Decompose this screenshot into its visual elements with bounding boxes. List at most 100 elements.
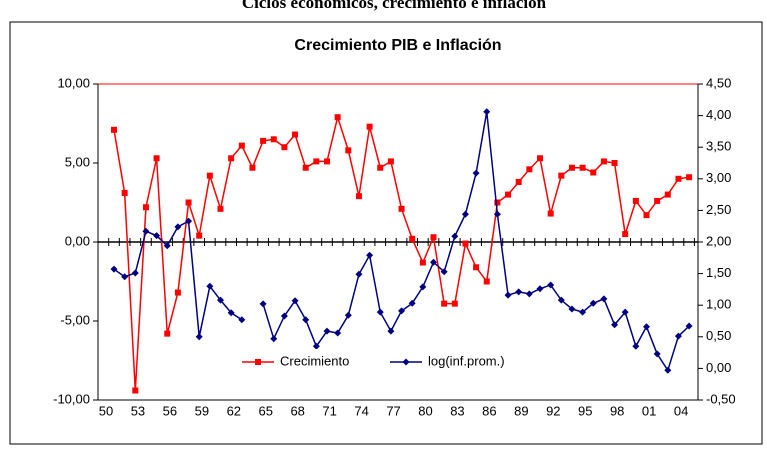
point xyxy=(185,217,193,225)
point xyxy=(590,169,597,176)
point xyxy=(664,191,671,198)
point xyxy=(259,300,267,308)
y2-tick-label: 2,00 xyxy=(706,233,731,248)
point xyxy=(260,137,267,144)
point xyxy=(366,123,373,130)
point xyxy=(281,144,288,151)
point xyxy=(568,305,576,313)
point xyxy=(643,212,650,219)
y-tick-label: 10,00 xyxy=(57,75,90,90)
point xyxy=(557,296,565,304)
point xyxy=(547,281,555,289)
point xyxy=(174,223,182,231)
point xyxy=(600,295,608,303)
x-tick-label: 59 xyxy=(195,403,209,418)
point xyxy=(515,178,522,185)
point xyxy=(387,327,395,335)
point xyxy=(611,160,618,166)
point xyxy=(632,342,640,350)
point xyxy=(398,307,406,315)
point xyxy=(291,297,299,305)
point xyxy=(121,273,129,281)
point xyxy=(323,327,331,335)
point xyxy=(344,311,352,319)
x-tick-label: 56 xyxy=(163,403,177,418)
point xyxy=(536,285,544,293)
point xyxy=(621,308,629,316)
x-tick-label: 50 xyxy=(99,403,113,418)
y-tick-label: 0,00 xyxy=(65,233,90,248)
point xyxy=(324,158,330,165)
point xyxy=(249,164,256,171)
point xyxy=(312,342,320,350)
point xyxy=(142,204,149,211)
point xyxy=(185,199,192,206)
point xyxy=(675,175,682,182)
point xyxy=(547,210,554,217)
point xyxy=(526,166,533,173)
x-tick-label: 01 xyxy=(642,403,656,418)
point xyxy=(419,259,426,266)
x-tick-label: 92 xyxy=(546,403,560,418)
y2-tick-label: 2,50 xyxy=(706,202,731,217)
point xyxy=(685,322,693,330)
point xyxy=(163,242,171,250)
point xyxy=(643,323,650,331)
point xyxy=(355,270,363,278)
x-tick-label: 65 xyxy=(259,403,273,418)
point xyxy=(461,210,469,218)
point xyxy=(153,155,160,162)
point xyxy=(622,231,629,238)
point xyxy=(121,190,128,197)
point xyxy=(430,258,437,266)
point xyxy=(579,164,586,171)
point xyxy=(255,359,261,365)
point xyxy=(409,235,416,242)
x-tick-label: 77 xyxy=(386,403,400,418)
point xyxy=(345,147,352,154)
point xyxy=(493,210,501,218)
point xyxy=(419,283,427,291)
y2-tick-label: 1,50 xyxy=(706,265,731,280)
point xyxy=(515,288,523,296)
x-tick-label: 83 xyxy=(450,403,464,418)
point xyxy=(280,312,288,320)
point xyxy=(206,282,214,290)
x-tick-label: 62 xyxy=(227,403,241,418)
point xyxy=(654,197,661,204)
chart-title: Crecimiento PIB e Inflación xyxy=(294,37,501,54)
point xyxy=(270,136,277,143)
point xyxy=(451,232,459,240)
y-tick-label: 5,00 xyxy=(65,154,90,169)
point xyxy=(674,332,682,340)
legend-label: log(inf.prom.) xyxy=(428,353,505,368)
point xyxy=(111,126,117,133)
point xyxy=(164,330,171,337)
point xyxy=(430,234,437,241)
x-tick-label: 80 xyxy=(418,403,432,418)
y2-tick-label: 4,50 xyxy=(706,75,731,90)
point xyxy=(302,316,310,324)
point xyxy=(302,164,309,171)
y2-tick-label: 0,50 xyxy=(706,328,731,343)
point xyxy=(505,191,512,198)
point xyxy=(408,299,416,307)
point xyxy=(579,308,587,316)
point xyxy=(174,289,181,296)
point xyxy=(131,269,139,277)
point xyxy=(568,164,575,171)
point xyxy=(451,300,458,307)
point xyxy=(558,172,565,179)
point xyxy=(110,265,118,273)
legend-box xyxy=(232,349,544,375)
point xyxy=(196,232,203,239)
x-tick-label: 71 xyxy=(322,403,336,418)
point xyxy=(472,169,480,177)
point xyxy=(270,335,278,343)
point xyxy=(483,278,490,285)
point xyxy=(473,264,480,271)
y2-tick-label: 0,00 xyxy=(706,360,731,375)
point xyxy=(292,131,299,138)
point xyxy=(611,321,619,329)
